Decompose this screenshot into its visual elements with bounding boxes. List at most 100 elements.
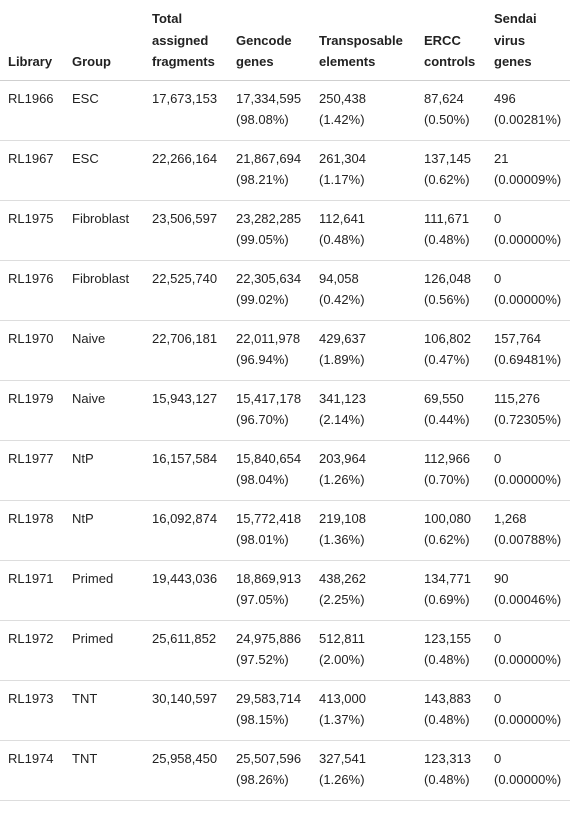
transposable-elements-cell: 219,108 (1.36%) (311, 500, 416, 561)
cell-percentage: (0.50%) (424, 111, 470, 127)
sendai-virus-genes-cell: 157,764 (0.69481%) (486, 320, 570, 381)
transposable-elements-cell: 327,541 (1.26%) (311, 740, 416, 801)
ercc-controls-cell: 100,080 (0.62%) (416, 500, 486, 561)
cell-percentage: (0.48%) (319, 231, 365, 247)
cell-value: 203,964 (319, 450, 366, 466)
group-cell: Primed (64, 560, 144, 621)
cell-value: RL1971 (8, 570, 54, 586)
library-cell: RL1971 (0, 560, 64, 621)
column-header-text: controls (424, 54, 476, 69)
cell-value: 21,867,694 (236, 150, 302, 166)
gencode-genes-cell: 15,417,178 (96.70%) (228, 380, 311, 441)
gencode-genes-cell: 21,867,694 (98.21%) (228, 140, 311, 201)
cell-value: RL1967 (8, 150, 54, 166)
sendai-virus-genes-cell: 0 (0.00000%) (486, 440, 570, 501)
cell-value: 341,123 (319, 390, 366, 406)
cell-value: Naive (72, 330, 106, 346)
cell-percentage: (0.00788%) (494, 531, 562, 547)
cell-value: 29,583,714 (236, 690, 302, 706)
library-cell: RL1976 (0, 260, 64, 321)
cell-value: 123,155 (424, 630, 471, 646)
cell-value: 16,092,874 (152, 510, 218, 526)
cell-value: 15,943,127 (152, 390, 218, 406)
cell-percentage: (0.48%) (424, 711, 470, 727)
table-row: RL1977 NtP 16,157,584 15,840,654 (98.04%) 203… (0, 440, 570, 501)
cell-percentage: (97.05%) (236, 591, 289, 607)
sendai-virus-genes-cell: 0 (0.00000%) (486, 260, 570, 321)
group-cell: Naive (64, 380, 144, 441)
group-cell: Fibroblast (64, 200, 144, 261)
column-header-gencode-genes: Gencode genes (228, 0, 311, 81)
sendai-virus-genes-cell: 1,268 (0.00788%) (486, 500, 570, 561)
cell-percentage: (0.00000%) (494, 771, 562, 787)
table-row: RL1974 TNT 25,958,450 25,507,596 (98.26%) 327… (0, 740, 570, 801)
transposable-elements-cell: 413,000 (1.37%) (311, 680, 416, 741)
cell-percentage: (96.94%) (236, 351, 289, 367)
table-row: RL1975 Fibroblast 23,506,597 23,282,285 (99.… (0, 200, 570, 261)
ercc-controls-cell: 69,550 (0.44%) (416, 380, 486, 441)
library-cell: RL1977 (0, 440, 64, 501)
cell-value: 22,525,740 (152, 270, 218, 286)
cell-value: 429,637 (319, 330, 366, 346)
ercc-controls-cell: 134,771 (0.69%) (416, 560, 486, 621)
total-fragments-cell: 15,943,127 (144, 380, 228, 441)
cell-percentage: (0.72305%) (494, 411, 562, 427)
cell-percentage: (0.47%) (424, 351, 470, 367)
cell-percentage: (0.00046%) (494, 591, 562, 607)
cell-value: 22,706,181 (152, 330, 218, 346)
library-cell: RL1966 (0, 80, 64, 141)
cell-value: 112,966 (424, 450, 471, 466)
gencode-genes-cell: 15,772,418 (98.01%) (228, 500, 311, 561)
cell-value: 21 (494, 150, 509, 166)
cell-value: 25,507,596 (236, 750, 302, 766)
ercc-controls-cell: 123,155 (0.48%) (416, 620, 486, 681)
cell-percentage: (0.00000%) (494, 651, 562, 667)
total-fragments-cell: 25,958,450 (144, 740, 228, 801)
transposable-elements-cell: 261,304 (1.17%) (311, 140, 416, 201)
group-cell: Primed (64, 620, 144, 681)
cell-percentage: (1.42%) (319, 111, 365, 127)
cell-value: 143,883 (424, 690, 471, 706)
table-row: RL1976 Fibroblast 22,525,740 22,305,634 (99.… (0, 260, 570, 321)
column-header-total-assigned-fragments: Total assigned fragments (144, 0, 228, 81)
table-header-row: Library Group Total assigned fragments Gencod… (0, 0, 570, 81)
column-header-text: ERCC (424, 32, 461, 48)
cell-percentage: (98.01%) (236, 531, 289, 547)
ercc-controls-cell: 106,802 (0.47%) (416, 320, 486, 381)
sendai-virus-genes-cell: 21 (0.00009%) (486, 140, 570, 201)
cell-value: 115,276 (494, 390, 541, 406)
gencode-genes-cell: 23,282,285 (99.05%) (228, 200, 311, 261)
cell-value: 17,673,153 (152, 90, 218, 106)
group-cell: TNT (64, 740, 144, 801)
gencode-genes-cell: 18,869,913 (97.05%) (228, 560, 311, 621)
transposable-elements-cell: 250,438 (1.42%) (311, 80, 416, 141)
cell-percentage: (98.15%) (236, 711, 289, 727)
cell-percentage: (96.70%) (236, 411, 289, 427)
cell-percentage: (0.70%) (424, 471, 470, 487)
cell-percentage: (2.14%) (319, 411, 365, 427)
total-fragments-cell: 23,506,597 (144, 200, 228, 261)
column-header-text: Gencode (236, 32, 292, 48)
cell-percentage: (0.00009%) (494, 171, 562, 187)
cell-percentage: (1.26%) (319, 771, 365, 787)
cell-value: 112,641 (319, 210, 366, 226)
cell-value: NtP (72, 510, 94, 526)
ercc-controls-cell: 111,671 (0.48%) (416, 200, 486, 261)
column-header-group: Group (64, 0, 144, 81)
transposable-elements-cell: 94,058 (0.42%) (311, 260, 416, 321)
cell-value: RL1974 (8, 750, 54, 766)
cell-value: TNT (72, 690, 98, 706)
sendai-virus-genes-cell: 115,276 (0.72305%) (486, 380, 570, 441)
cell-value: Fibroblast (72, 270, 130, 286)
library-cell: RL1970 (0, 320, 64, 381)
sendai-virus-genes-cell: 0 (0.00000%) (486, 680, 570, 741)
cell-value: 327,541 (319, 750, 366, 766)
transposable-elements-cell: 438,262 (2.25%) (311, 560, 416, 621)
library-cell: RL1974 (0, 740, 64, 801)
column-header-text: virus (494, 32, 526, 48)
cell-value: 87,624 (424, 90, 464, 106)
gencode-genes-cell: 17,334,595 (98.08%) (228, 80, 311, 141)
column-header-text: Group (72, 54, 111, 69)
library-cell: RL1967 (0, 140, 64, 201)
cell-percentage: (0.48%) (424, 771, 470, 787)
